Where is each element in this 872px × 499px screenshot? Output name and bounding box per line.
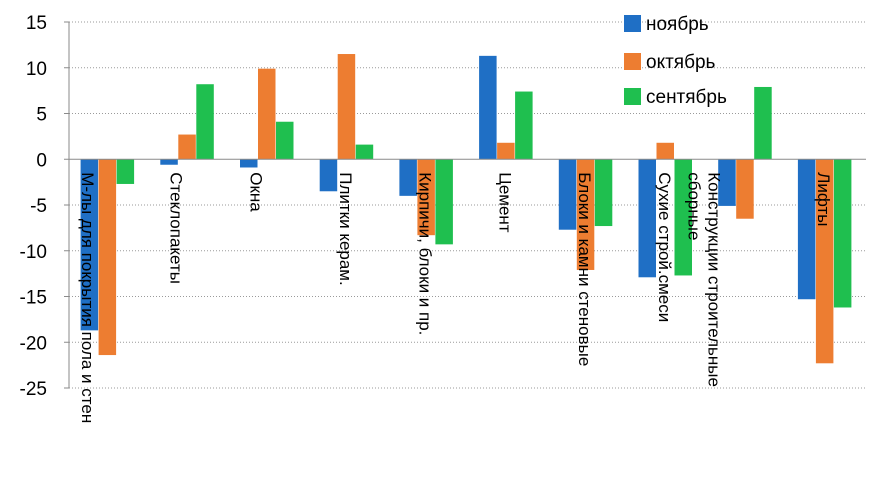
y-tick-label: 5 xyxy=(36,105,47,126)
category-label: Кирпичи, блоки и пр. xyxy=(416,172,435,335)
bar-октябрь-1 xyxy=(178,134,196,160)
y-axis: 15 10 5 0 -5 -10 -15 -20 -25 xyxy=(20,13,70,400)
bar-ноябрь-1 xyxy=(160,159,178,165)
y-tick-label: -10 xyxy=(20,242,47,263)
bar-октябрь-6 xyxy=(576,159,595,270)
y-tick-label: -15 xyxy=(20,288,47,309)
legend-label: октябрь xyxy=(646,52,716,73)
bar-сентябрь-4 xyxy=(435,159,453,245)
category-label: Блоки и камни стеновые xyxy=(575,172,594,366)
bar-ноябрь-4 xyxy=(399,159,417,196)
category-label: Окна xyxy=(246,172,265,212)
category-label: Лифты xyxy=(814,172,833,226)
bar-ноябрь-0 xyxy=(80,159,99,331)
bar-ноябрь-2 xyxy=(240,159,258,168)
category-label: Цемент xyxy=(495,172,514,233)
category-label: сборные xyxy=(684,172,703,240)
bar-сентябрь-0 xyxy=(116,159,135,184)
bar-октябрь-5 xyxy=(497,142,515,160)
bar-ноябрь-8 xyxy=(718,159,736,206)
category-label: М-лы для покрытия пола и стен xyxy=(78,172,97,423)
legend-swatch-ноябрь xyxy=(624,15,641,32)
legend-label: сентябрь xyxy=(646,87,727,108)
bars xyxy=(80,54,852,364)
bar-сентябрь-3 xyxy=(355,144,374,160)
category-label: Стеклопакеты xyxy=(167,172,186,284)
legend-swatch-октябрь xyxy=(624,53,641,70)
category-label: Конструкции строительные xyxy=(704,172,723,387)
bar-сентябрь-5 xyxy=(515,91,533,160)
y-tick-label: -5 xyxy=(30,196,47,217)
bar-ноябрь-5 xyxy=(479,55,497,160)
y-tick-label: 15 xyxy=(26,13,47,34)
y-tick-label: -20 xyxy=(20,333,47,354)
y-tick-label: -25 xyxy=(20,379,47,400)
bar-сентябрь-2 xyxy=(276,121,294,160)
bar-октябрь-2 xyxy=(258,68,276,160)
category-label: Сухие строй.смеси xyxy=(655,172,674,322)
bar-октябрь-4 xyxy=(417,159,435,236)
y-tick-label: 10 xyxy=(26,59,47,80)
bar-сентябрь-7 xyxy=(674,159,692,276)
bar-сентябрь-6 xyxy=(594,159,613,227)
y-tick-label: 0 xyxy=(36,150,47,171)
legend: ноябрь октябрь сентябрь xyxy=(624,14,727,108)
bar-сентябрь-8 xyxy=(754,86,772,160)
bar-сентябрь-1 xyxy=(196,84,214,160)
bar-сентябрь-9 xyxy=(833,159,852,308)
bar-ноябрь-6 xyxy=(558,159,577,230)
bar-ноябрь-3 xyxy=(319,159,338,192)
bar-октябрь-9 xyxy=(815,159,834,364)
bar-ноябрь-9 xyxy=(797,159,816,300)
legend-swatch-сентябрь xyxy=(624,88,641,105)
category-labels: М-лы для покрытия пола и стен Стеклопакет… xyxy=(78,172,833,423)
legend-label: ноябрь xyxy=(646,14,709,35)
bar-октябрь-7 xyxy=(656,142,674,160)
bar-октябрь-8 xyxy=(736,159,754,219)
bar-октябрь-3 xyxy=(337,54,356,160)
bar-октябрь-0 xyxy=(98,159,117,356)
bar-ноябрь-7 xyxy=(638,159,656,278)
category-label: Плитки керам. xyxy=(336,172,355,285)
